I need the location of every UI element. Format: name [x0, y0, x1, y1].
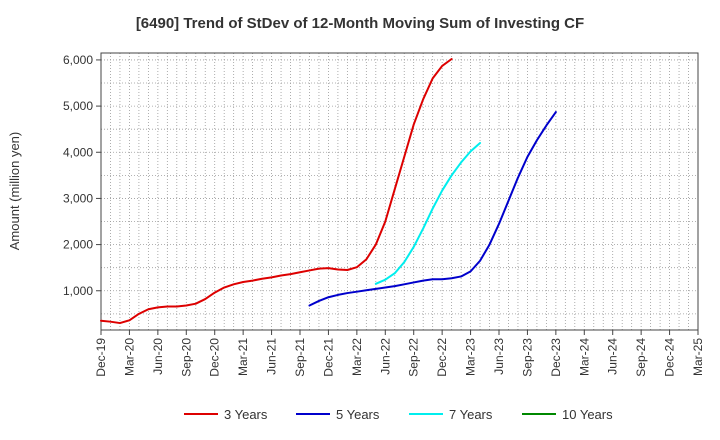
- series-line-7-years: [374, 142, 482, 285]
- y-tick-label: 3,000: [63, 191, 93, 205]
- x-tick-label: Sep-20: [179, 338, 193, 377]
- x-tick-label: Mar-25: [691, 338, 705, 376]
- x-tick-label: Dec-20: [208, 338, 222, 377]
- series-lines: [100, 58, 557, 325]
- y-tick-label: 4,000: [63, 145, 93, 159]
- x-tick-label: Jun-20: [151, 338, 165, 375]
- x-tick-label: Dec-19: [94, 338, 108, 377]
- x-tick-label: Dec-23: [549, 338, 563, 377]
- y-tick-label: 6,000: [63, 53, 93, 67]
- legend-label: 3 Years: [224, 407, 268, 422]
- y-tick-label: 5,000: [63, 99, 93, 113]
- legend-label: 5 Years: [336, 407, 380, 422]
- x-tick-label: Jun-22: [378, 338, 392, 375]
- x-tick-label: Jun-21: [265, 338, 279, 375]
- chart-title: [6490] Trend of StDev of 12-Month Moving…: [136, 15, 584, 32]
- x-tick-label: Sep-22: [407, 338, 421, 377]
- y-tick-label: 2,000: [63, 238, 93, 252]
- x-tick-label: Sep-21: [293, 338, 307, 377]
- x-tick-label: Sep-24: [634, 338, 648, 377]
- x-tick-label: Jun-24: [606, 338, 620, 375]
- legend: 3 Years 5 Years 7 Years 10 Years: [184, 407, 613, 422]
- x-tick-label: Dec-22: [435, 338, 449, 377]
- x-axis: Dec-19 Mar-20 Jun-20 Sep-20 Dec-20 Mar-21 Jun-…: [94, 330, 705, 377]
- legend-label: 7 Years: [449, 407, 493, 422]
- y-axis: 1,000 2,000 3,000 4,000 5,000 6,000: [63, 53, 101, 298]
- x-tick-label: Dec-21: [321, 338, 335, 377]
- x-tick-label: Jun-23: [492, 338, 506, 375]
- x-tick-label: Mar-23: [464, 338, 478, 376]
- x-tick-label: Mar-20: [122, 338, 136, 376]
- legend-label: 10 Years: [562, 407, 613, 422]
- y-tick-label: 1,000: [63, 284, 93, 298]
- series-line-3-years: [100, 58, 453, 325]
- x-tick-label: Mar-24: [577, 338, 591, 376]
- x-tick-label: Dec-24: [663, 338, 677, 377]
- y-axis-label: Amount (million yen): [7, 132, 22, 251]
- grid: [101, 53, 698, 330]
- x-tick-label: Sep-23: [520, 338, 534, 377]
- series-line-5-years: [308, 111, 557, 307]
- plot-area: [100, 52, 699, 331]
- x-tick-label: Mar-22: [350, 338, 364, 376]
- x-tick-label: Mar-21: [236, 338, 250, 376]
